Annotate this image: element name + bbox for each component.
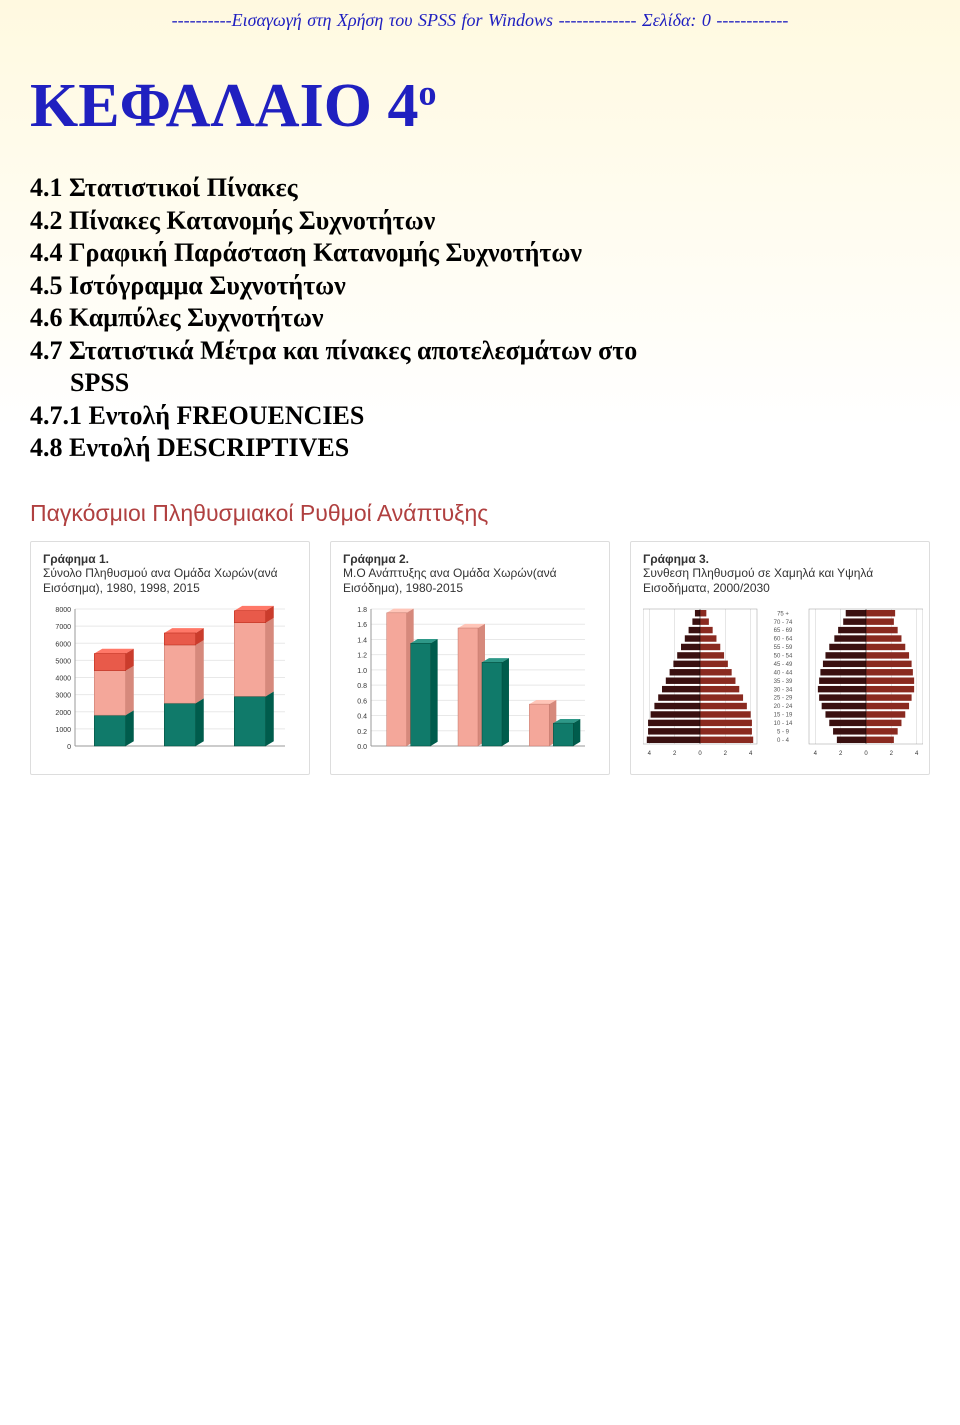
header-right: ------------ <box>716 10 788 30</box>
svg-text:4: 4 <box>648 751 652 757</box>
svg-text:3000: 3000 <box>55 692 71 699</box>
header-page-number: 0 <box>702 10 711 30</box>
svg-text:20 - 24: 20 - 24 <box>774 704 793 710</box>
svg-text:1.6: 1.6 <box>357 622 367 629</box>
svg-text:1.8: 1.8 <box>357 607 367 614</box>
table-of-contents: 4.1 Στατιστικοί Πίνακες 4.2 Πίνακες Κατα… <box>30 172 930 465</box>
svg-text:8000: 8000 <box>55 607 71 614</box>
svg-text:2: 2 <box>724 751 728 757</box>
svg-text:1.2: 1.2 <box>357 652 367 659</box>
section-heading: Παγκόσμιοι Πληθυσμιακοί Ρυθμοί Ανάπτυξης <box>30 500 930 527</box>
svg-text:50 - 54: 50 - 54 <box>774 653 793 659</box>
chapter-title-sup: ο <box>418 72 436 112</box>
chart1-title: Γράφημα 1. <box>43 552 297 566</box>
svg-text:4: 4 <box>915 751 919 757</box>
svg-text:4000: 4000 <box>55 675 71 682</box>
toc-line-indent: SPSS <box>30 367 930 400</box>
svg-text:35 - 39: 35 - 39 <box>774 679 793 685</box>
svg-text:5000: 5000 <box>55 658 71 665</box>
chart-card-2: Γράφημα 2. Μ.Ο Ανάπτυξης ανα Ομάδα Χωρών… <box>330 541 610 775</box>
chart3-plot: 4 2 0 2 4 4 2 0 2 4 75 + 70 - 74 65 - 69 60 - 64 55 - … <box>643 603 923 758</box>
chart1-plot: 0 1000 2000 3000 4000 5000 6000 7000 8000 <box>43 603 293 758</box>
toc-line: 4.7 Στατιστικά Μέτρα και πίνακες αποτελε… <box>30 335 930 368</box>
toc-line: 4.6 Καμπύλες Συχνοτήτων <box>30 302 930 335</box>
chart3-subtitle: Συνθεση Πληθυσμού σε Χαμηλά και Υψηλά Ει… <box>643 566 917 597</box>
svg-text:0: 0 <box>698 751 702 757</box>
svg-text:2000: 2000 <box>55 709 71 716</box>
chart2-title: Γράφημα 2. <box>343 552 597 566</box>
svg-text:0: 0 <box>67 744 71 751</box>
svg-text:6000: 6000 <box>55 641 71 648</box>
svg-text:5 - 9: 5 - 9 <box>777 729 790 735</box>
toc-line: 4.2 Πίνακες Κατανομής Συχνοτήτων <box>30 205 930 238</box>
svg-text:25 - 29: 25 - 29 <box>774 695 793 701</box>
svg-text:2: 2 <box>890 751 894 757</box>
svg-text:75 +: 75 + <box>777 611 789 617</box>
svg-text:7000: 7000 <box>55 624 71 631</box>
svg-text:0.0: 0.0 <box>357 744 367 751</box>
toc-line: 4.5 Ιστόγραμμα Συχνοτήτων <box>30 270 930 303</box>
chart3-title: Γράφημα 3. <box>643 552 917 566</box>
svg-text:0.2: 0.2 <box>357 728 367 735</box>
svg-text:0.4: 0.4 <box>357 713 367 720</box>
svg-text:55 - 59: 55 - 59 <box>774 645 793 651</box>
svg-text:0 - 4: 0 - 4 <box>777 738 790 744</box>
header-page-label: Σελίδα: <box>642 10 696 30</box>
svg-text:15 - 19: 15 - 19 <box>774 712 793 718</box>
chart2-subtitle: Μ.Ο Ανάπτυξης ανα Ομάδα Χωρών(ανά Εισόδη… <box>343 566 597 597</box>
chart1-subtitle: Σύνολο Πληθυσμού ανα Ομάδα Χωρών(ανά Εισ… <box>43 566 297 597</box>
svg-text:0.8: 0.8 <box>357 683 367 690</box>
chapter-title-main: ΚΕΦΑΛΑΙΟ 4 <box>30 72 418 140</box>
svg-text:1000: 1000 <box>55 727 71 734</box>
svg-text:10 - 14: 10 - 14 <box>774 721 793 727</box>
toc-line: 4.7.1 Εντολή FREOUENCIES <box>30 400 930 433</box>
charts-row: Γράφημα 1. Σύνολο Πληθυσμού ανα Ομάδα Χω… <box>30 541 930 775</box>
header-left: ----------Εισαγωγή στη Χρήση του SPSS fo… <box>172 10 637 30</box>
toc-line: 4.1 Στατιστικοί Πίνακες <box>30 172 930 205</box>
svg-text:1.0: 1.0 <box>357 668 367 675</box>
page-header: ----------Εισαγωγή στη Χρήση του SPSS fo… <box>30 10 930 31</box>
svg-text:0: 0 <box>864 751 868 757</box>
svg-text:2: 2 <box>673 751 677 757</box>
svg-text:70 - 74: 70 - 74 <box>774 619 793 625</box>
svg-text:30 - 34: 30 - 34 <box>774 687 793 693</box>
toc-line: 4.4 Γραφική Παράσταση Κατανομής Συχνοτήτ… <box>30 237 930 270</box>
svg-text:2: 2 <box>839 751 843 757</box>
chart2-plot: 0.0 0.2 0.4 0.6 0.8 1.0 1.2 1.4 1.6 1.8 <box>343 603 593 758</box>
svg-text:40 - 44: 40 - 44 <box>774 670 793 676</box>
svg-text:60 - 64: 60 - 64 <box>774 636 793 642</box>
chart-card-1: Γράφημα 1. Σύνολο Πληθυσμού ανα Ομάδα Χω… <box>30 541 310 775</box>
svg-text:4: 4 <box>814 751 818 757</box>
svg-text:0.6: 0.6 <box>357 698 367 705</box>
svg-text:45 - 49: 45 - 49 <box>774 662 793 668</box>
toc-line: 4.8 Εντολή DESCRIPTIVES <box>30 432 930 465</box>
svg-text:4: 4 <box>749 751 753 757</box>
chapter-title: ΚΕΦΑΛΑΙΟ 4ο <box>30 71 930 142</box>
svg-text:1.4: 1.4 <box>357 637 367 644</box>
chart-card-3: Γράφημα 3. Συνθεση Πληθυσμού σε Χαμηλά κ… <box>630 541 930 775</box>
svg-text:65 - 69: 65 - 69 <box>774 628 793 634</box>
